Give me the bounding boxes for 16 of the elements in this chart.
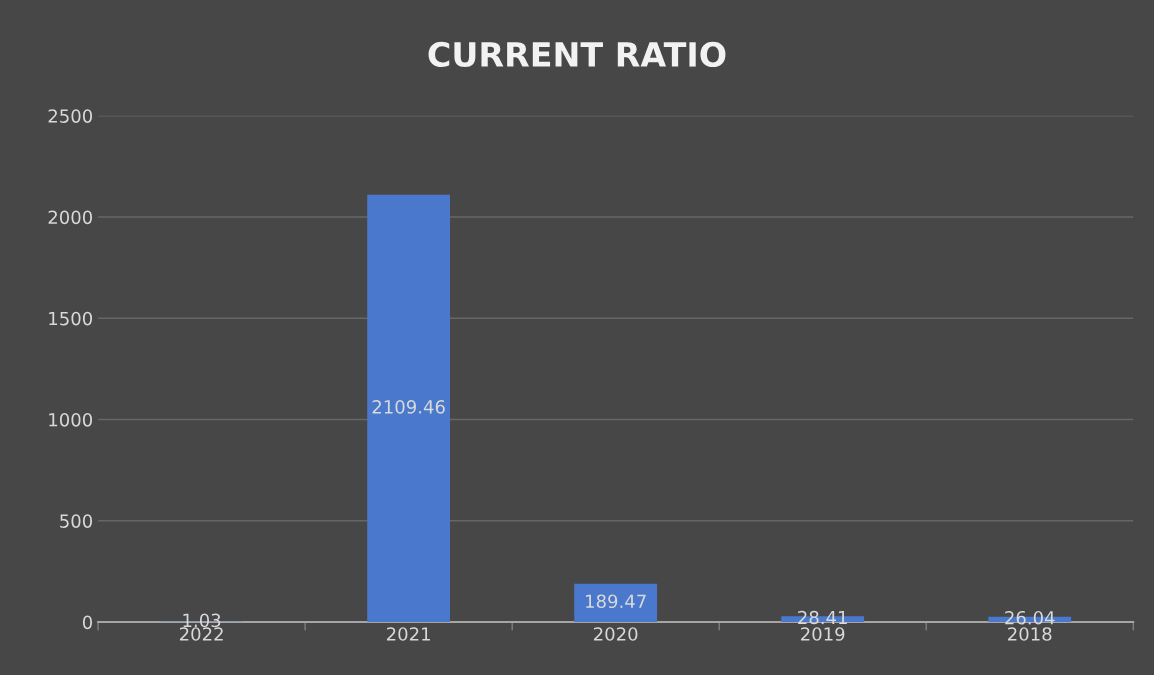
y-tick-label: 1000 (49, 412, 93, 427)
x-tick-label: 2019 (801, 627, 845, 641)
data-label: 189.47 (586, 594, 646, 609)
bar (574, 583, 658, 623)
y-tick-label: 1500 (49, 311, 93, 326)
y-tick-label: 0 (82, 615, 93, 630)
bar (367, 194, 451, 623)
x-tick-label: 2021 (386, 627, 430, 641)
data-label: 2109.46 (372, 400, 445, 414)
y-tick-label: 2000 (48, 210, 93, 225)
y-tick-label: 2500 (48, 109, 93, 123)
x-tick-label: 2020 (594, 627, 638, 641)
x-tick-label: 2018 (1008, 627, 1052, 641)
x-tick-label: 2022 (179, 627, 223, 641)
y-tick-label: 500 (60, 514, 93, 528)
chart-title: CURRENT RATIO (428, 41, 726, 68)
